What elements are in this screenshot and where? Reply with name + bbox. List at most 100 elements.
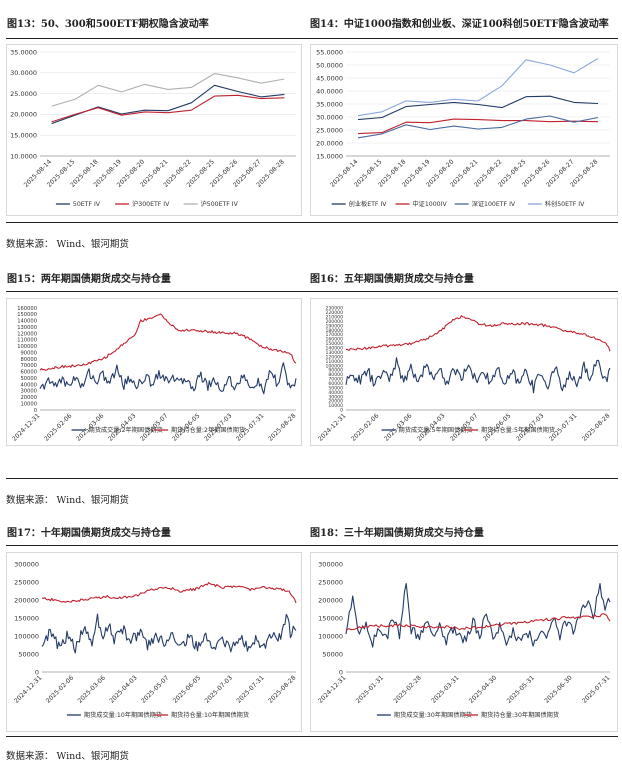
y-tick-label: 10.0000	[10, 152, 37, 160]
legend-label: 期货成交量:10年期国债期货	[84, 711, 162, 719]
legend-label: 期货成交量:30年期国债期货	[394, 711, 472, 719]
y-tick-label: 40.0000	[316, 87, 343, 95]
x-tick-label: 2025-07-31	[581, 674, 611, 704]
y-tick-label: 190000	[325, 323, 343, 329]
x-tick-label: 2025-08-28	[267, 412, 297, 442]
series-line	[346, 315, 611, 352]
series-line	[51, 94, 285, 123]
y-tick-label: 25.0000	[316, 126, 343, 134]
x-tick-label: 2025-08-28	[267, 674, 297, 704]
x-tick-label: 2024-12-31	[317, 674, 347, 704]
y-tick-label: 10000	[328, 403, 343, 409]
chart-figure-14: 15.0000 20.0000 25.0000 30.0000 35.0000 40.00…	[310, 44, 618, 216]
legend-label: 中证1000IV	[413, 200, 448, 208]
y-tick-label: 55.0000	[316, 48, 343, 56]
y-tick-label: 210000	[325, 314, 343, 320]
y-tick-label: 10000	[20, 401, 37, 407]
y-tick-label: 90000	[328, 368, 343, 374]
y-tick-label: 150000	[14, 614, 39, 622]
x-tick-label: 2025-01-31	[355, 674, 385, 704]
y-tick-label: 150000	[17, 312, 37, 318]
data-source-note: 数据来源： Wind、银河期货	[6, 239, 129, 250]
divider	[6, 291, 618, 292]
figure-13-title: 图13：50、300和500ETF期权隐含波动率	[7, 19, 209, 30]
y-tick-label: 0	[340, 408, 343, 414]
chart-figure-13: 10.0000 15.0000 20.0000 25.0000 30.0000 35.00…	[6, 44, 302, 216]
y-tick-label: 100000	[318, 632, 343, 640]
series-line	[357, 115, 599, 139]
y-tick-label: 50000	[20, 376, 37, 382]
x-tick-label: 2025-07-03	[204, 674, 234, 704]
x-tick-label: 2025-03-31	[430, 674, 460, 704]
x-tick-label: 2025-05-07	[140, 674, 170, 704]
figure-16-title: 图16：五年期国债期货成交与持仓量	[310, 274, 474, 285]
y-tick-label: 30000	[328, 394, 343, 400]
legend-label: 科创50ETF IV	[545, 200, 585, 208]
y-tick-label: 70000	[20, 363, 37, 369]
y-tick-label: 200000	[318, 596, 343, 604]
divider	[6, 478, 618, 479]
y-tick-label: 0	[35, 668, 39, 676]
y-tick-label: 0	[34, 408, 37, 414]
chart-frame	[6, 44, 302, 216]
y-tick-label: 30.0000	[316, 113, 343, 121]
legend-label: 50ETF IV	[73, 201, 101, 208]
legend-label: 期货持仓量:2年期国债期货	[171, 426, 245, 434]
y-tick-label: 40000	[20, 382, 37, 388]
y-tick-label: 50.0000	[316, 61, 343, 69]
chart-frame	[6, 298, 302, 446]
x-tick-label: 2025-07-31	[235, 674, 265, 704]
figure-14-title: 图14：中证1000指数和创业板、深证100科创50ETF隐含波动率	[310, 19, 609, 30]
chart-figure-16: 0100002000030000400005000060000700008000…	[310, 298, 618, 446]
y-tick-label: 15.0000	[316, 152, 343, 160]
y-tick-label: 70000	[328, 377, 343, 383]
legend-label: 期货成交量:5年期国债期货	[399, 426, 473, 434]
y-tick-label: 0	[339, 668, 343, 676]
series-line	[39, 362, 297, 395]
y-tick-label: 120000	[325, 354, 343, 360]
y-tick-label: 100000	[17, 344, 37, 350]
y-tick-label: 150000	[325, 341, 343, 347]
y-tick-label: 160000	[325, 337, 343, 343]
y-tick-label: 20.0000	[10, 111, 37, 119]
x-tick-label: 2025-06-30	[543, 674, 573, 704]
y-tick-label: 30000	[20, 389, 37, 395]
y-tick-label: 20000	[20, 395, 37, 401]
legend-label: 深证100ETF IV	[472, 200, 516, 208]
y-tick-label: 120000	[17, 331, 37, 337]
series-line	[41, 613, 297, 654]
y-tick-label: 50000	[328, 385, 343, 391]
y-tick-label: 50000	[18, 650, 39, 658]
y-tick-label: 35.0000	[316, 100, 343, 108]
data-source-note: 数据来源： Wind、银河期货	[6, 495, 129, 506]
legend-label: 期货成交量:2年期国债期货	[89, 426, 163, 434]
x-tick-label: 2025-04-30	[468, 674, 498, 704]
divider	[6, 545, 618, 546]
series-line	[357, 95, 599, 121]
y-tick-label: 130000	[17, 325, 37, 331]
y-tick-label: 220000	[325, 310, 343, 316]
chart-frame	[310, 298, 618, 446]
x-tick-label: 2025-02-06	[350, 412, 380, 442]
legend-label: 期货持仓量:5年期国债期货	[481, 426, 555, 434]
figure-18-title: 图18：三十年期国债期货成交与持仓量	[310, 528, 484, 539]
x-tick-label: 2025-08-28	[581, 412, 611, 442]
divider	[6, 736, 618, 737]
x-tick-label: 2025-05-31	[506, 674, 536, 704]
legend-label: 沪500ETF IV	[201, 200, 239, 208]
series-line	[39, 313, 297, 371]
y-tick-label: 45.0000	[316, 74, 343, 82]
series-line	[357, 58, 599, 117]
x-tick-label: 2024-12-31	[13, 674, 43, 704]
x-tick-label: 2024-12-31	[317, 412, 347, 442]
y-tick-label: 160000	[17, 306, 37, 312]
series-line	[345, 357, 611, 394]
y-tick-label: 40000	[328, 390, 343, 396]
y-tick-label: 60000	[20, 370, 37, 376]
x-tick-label: 2025-02-28	[392, 674, 422, 704]
y-tick-label: 230000	[325, 306, 343, 312]
legend-label: 期货持仓量:30年期国债期货	[481, 711, 559, 719]
y-tick-label: 15.0000	[10, 131, 37, 139]
y-tick-label: 100000	[325, 363, 343, 369]
y-tick-label: 30.0000	[10, 69, 37, 77]
